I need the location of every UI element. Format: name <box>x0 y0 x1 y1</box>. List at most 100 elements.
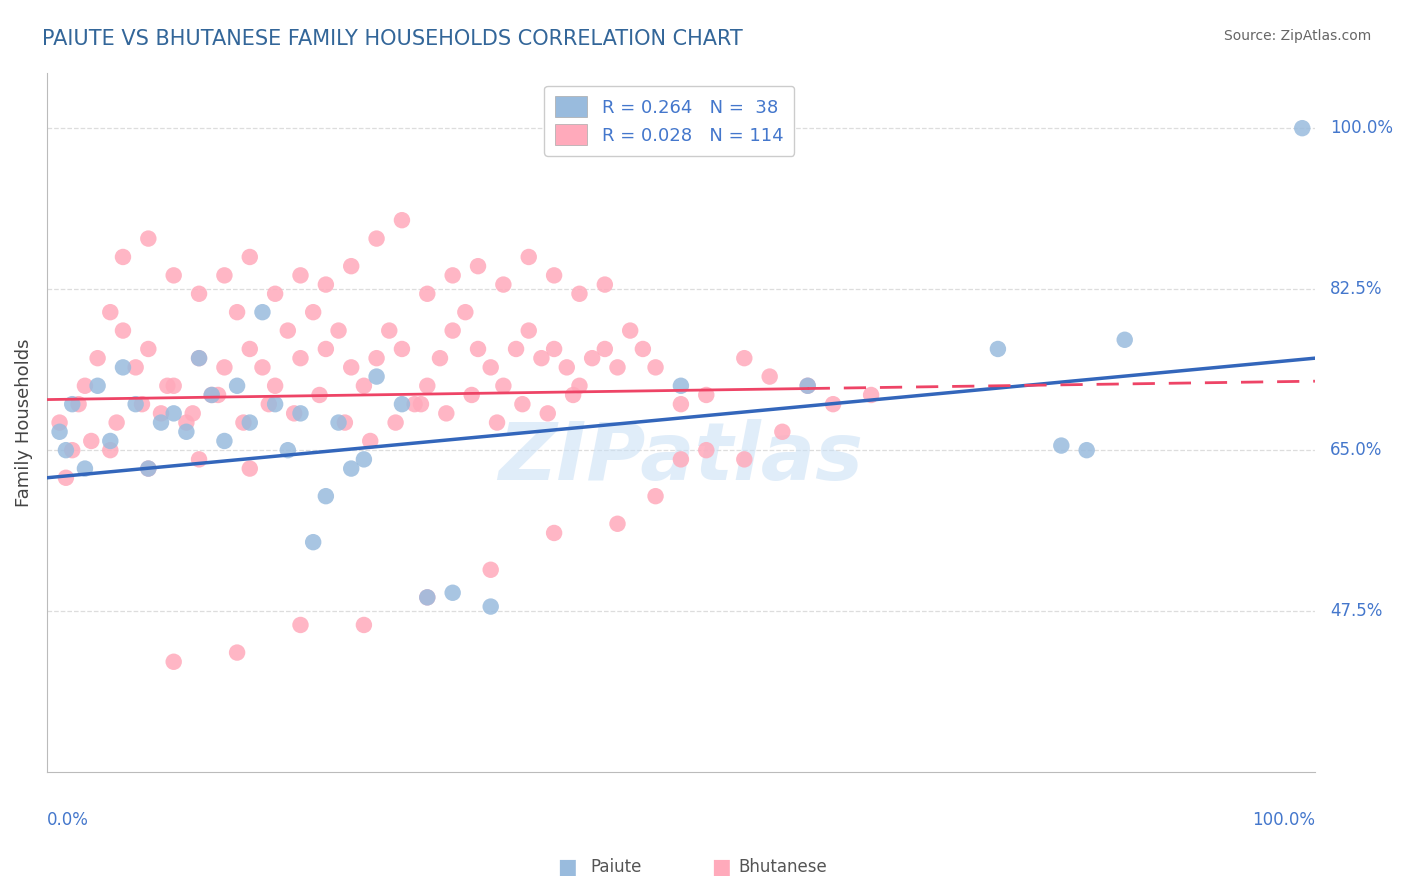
Point <box>239 250 262 264</box>
Point <box>290 351 312 366</box>
Point <box>454 305 477 319</box>
Legend: R = 0.264   N =  38, R = 0.028   N = 114: R = 0.264 N = 38, R = 0.028 N = 114 <box>544 86 794 156</box>
Point <box>181 406 204 420</box>
Point <box>517 250 540 264</box>
Point <box>543 525 565 540</box>
Point <box>315 277 337 292</box>
Point <box>593 277 616 292</box>
Text: Bhutanese: Bhutanese <box>738 858 827 876</box>
Point <box>505 342 527 356</box>
Point <box>568 378 591 392</box>
Point <box>124 360 146 375</box>
Point <box>201 388 224 402</box>
Point <box>60 397 83 411</box>
Point <box>359 434 381 448</box>
Point <box>86 378 108 392</box>
Point <box>1050 439 1073 453</box>
Point <box>302 305 325 319</box>
Point <box>111 250 134 264</box>
Point <box>562 388 585 402</box>
Text: 100.0%: 100.0% <box>1251 811 1315 829</box>
Point <box>302 535 325 549</box>
Point <box>378 324 401 338</box>
Text: 82.5%: 82.5% <box>1330 280 1382 298</box>
Point <box>796 378 818 392</box>
Point <box>434 406 457 420</box>
Point <box>631 342 654 356</box>
Point <box>48 425 70 439</box>
Point <box>530 351 553 366</box>
Point <box>391 213 413 227</box>
Point <box>55 471 77 485</box>
Point <box>543 342 565 356</box>
Text: 0.0%: 0.0% <box>46 811 89 829</box>
Point <box>416 591 439 605</box>
Point <box>124 397 146 411</box>
Point <box>860 388 883 402</box>
Point <box>353 618 375 632</box>
Text: ZIPatlas: ZIPatlas <box>498 418 863 497</box>
Point <box>492 277 515 292</box>
Point <box>328 324 350 338</box>
Point <box>207 388 229 402</box>
Point <box>486 416 509 430</box>
Point <box>1291 121 1313 136</box>
Text: ■: ■ <box>711 857 731 877</box>
Point <box>404 397 426 411</box>
Point <box>581 351 603 366</box>
Point <box>315 489 337 503</box>
Point <box>333 416 356 430</box>
Point <box>55 443 77 458</box>
Point <box>353 378 375 392</box>
Point <box>416 286 439 301</box>
Point <box>214 360 236 375</box>
Point <box>366 351 388 366</box>
Text: PAIUTE VS BHUTANESE FAMILY HOUSEHOLDS CORRELATION CHART: PAIUTE VS BHUTANESE FAMILY HOUSEHOLDS CO… <box>42 29 742 48</box>
Point <box>1114 333 1136 347</box>
Point <box>416 378 439 392</box>
Point <box>188 286 211 301</box>
Point <box>353 452 375 467</box>
Point <box>479 360 502 375</box>
Point <box>340 360 363 375</box>
Point <box>214 268 236 283</box>
Point <box>131 397 153 411</box>
Point <box>111 324 134 338</box>
Point <box>467 259 489 273</box>
Point <box>290 618 312 632</box>
Point <box>73 461 96 475</box>
Point <box>163 268 186 283</box>
Point <box>644 360 666 375</box>
Point <box>416 591 439 605</box>
Point <box>290 268 312 283</box>
Point <box>479 563 502 577</box>
Point <box>188 351 211 366</box>
Point <box>619 324 641 338</box>
Point <box>695 443 717 458</box>
Point <box>429 351 451 366</box>
Point <box>163 406 186 420</box>
Point <box>512 397 534 411</box>
Point <box>669 378 692 392</box>
Point <box>606 360 628 375</box>
Point <box>987 342 1010 356</box>
Point <box>441 586 464 600</box>
Point <box>264 286 287 301</box>
Point <box>479 599 502 614</box>
Point <box>758 369 780 384</box>
Point <box>1076 443 1098 458</box>
Point <box>568 286 591 301</box>
Point <box>384 416 406 430</box>
Point <box>770 425 793 439</box>
Point <box>308 388 330 402</box>
Point <box>606 516 628 531</box>
Text: ■: ■ <box>557 857 576 877</box>
Point <box>441 324 464 338</box>
Point <box>156 378 179 392</box>
Point <box>695 388 717 402</box>
Point <box>391 397 413 411</box>
Text: 47.5%: 47.5% <box>1330 602 1382 620</box>
Point <box>67 397 90 411</box>
Point <box>188 452 211 467</box>
Point <box>163 655 186 669</box>
